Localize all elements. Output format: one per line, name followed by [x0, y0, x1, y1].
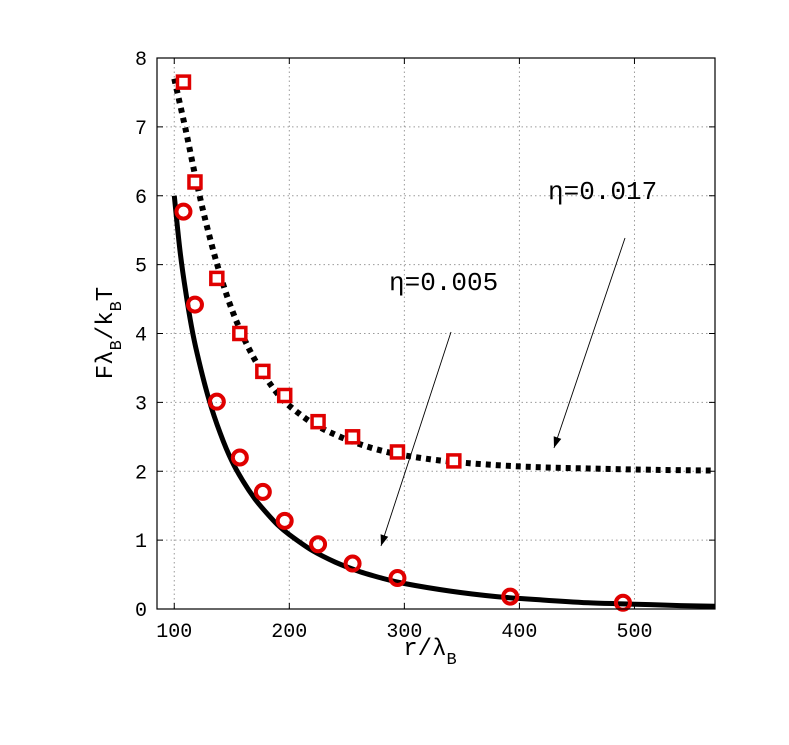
data-point-circle: [275, 511, 294, 530]
data-point-circle: [230, 448, 249, 467]
x-tick-label: 300: [386, 621, 422, 644]
y-axis-label-part-1: Fλ: [93, 350, 120, 379]
series-line-eta-0-005: [171, 195, 716, 609]
data-markers: [174, 74, 632, 612]
x-axis-label: r/λB: [403, 636, 456, 670]
y-axis-label-part-3: T: [93, 287, 120, 301]
arrowhead-eta-0-017: [553, 436, 562, 448]
y-tick-label: 2: [135, 462, 147, 485]
data-point-circle: [207, 392, 226, 411]
data-point-circle: [343, 554, 362, 573]
y-tick-label: 0: [135, 600, 147, 623]
data-point-square: [209, 270, 225, 287]
y-axis-label-part-2: /k: [93, 311, 120, 340]
y-axis-label-sub-2: B: [108, 301, 127, 311]
x-tick-label: 200: [271, 621, 307, 644]
data-point-circle: [388, 569, 407, 588]
series-line-eta-0-017: [171, 78, 716, 474]
y-axis-label-sub-1: B: [108, 340, 127, 350]
x-tick-label: 100: [156, 621, 192, 644]
axis-ticks: 100 200 300 400 500 0 1 2 3 4 5 6 7 8: [135, 49, 715, 644]
y-tick-label: 7: [135, 118, 147, 141]
arrow-eta-0-017: [553, 237, 626, 449]
arrow-eta-0-005: [380, 331, 452, 547]
data-point-square: [232, 325, 248, 342]
y-tick-label: 3: [135, 393, 147, 416]
y-tick-label: 1: [135, 531, 147, 554]
x-tick-label: 400: [501, 621, 537, 644]
data-point-square: [310, 413, 326, 430]
data-point-circle: [174, 202, 193, 221]
arrowhead-eta-0-005: [380, 534, 389, 546]
data-point-square: [255, 363, 271, 380]
data-point-circle: [613, 593, 632, 612]
data-point-square: [175, 74, 192, 90]
annotation-eta-0-017: η=0.017: [548, 177, 657, 207]
data-point-square: [187, 174, 203, 190]
x-tick-label: 500: [616, 621, 652, 644]
plot-series: [171, 78, 716, 609]
x-axis-label-main: r/λ: [403, 636, 446, 663]
data-point-square: [276, 387, 293, 404]
data-point-square: [389, 444, 406, 460]
y-tick-label: 6: [135, 187, 147, 210]
y-tick-label: 8: [135, 49, 147, 72]
data-point-square: [446, 453, 462, 469]
y-tick-label: 5: [135, 256, 147, 279]
data-point-circle: [309, 535, 328, 554]
y-axis-label: FλB/kBT: [93, 287, 127, 379]
data-point-square: [344, 429, 361, 445]
data-point-circle: [253, 482, 272, 501]
data-point-circle: [501, 587, 520, 606]
x-axis-label-subscript: B: [447, 651, 457, 670]
annotation-eta-0-005: η=0.005: [389, 268, 498, 298]
y-tick-label: 4: [135, 325, 147, 348]
data-point-circle: [185, 295, 204, 314]
